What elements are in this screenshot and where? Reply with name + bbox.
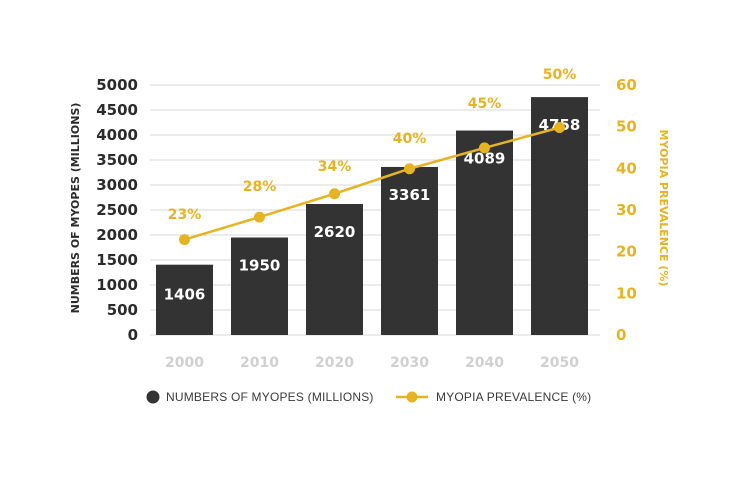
prevalence-line (179, 122, 565, 246)
bar-value-label: 1406 (164, 286, 206, 304)
legend-bar-swatch (146, 390, 160, 404)
x-tick-label: 2030 (390, 355, 429, 371)
bar-labels: 140619502620336140894758 (164, 116, 581, 304)
prevalence-point (554, 122, 565, 133)
prevalence-point (179, 234, 190, 246)
x-tick-label: 2000 (165, 355, 204, 371)
bars (156, 97, 588, 335)
left-axis-title: NUMBERS OF MYOPES (MILLIONS) (69, 103, 82, 314)
left-tick-label: 5000 (96, 76, 138, 94)
prevalence-value-label: 23% (168, 207, 202, 223)
left-tick-label: 2500 (96, 201, 138, 219)
left-tick-label: 3000 (96, 176, 138, 194)
right-tick-label: 30 (616, 201, 637, 219)
bar-value-label: 1950 (239, 257, 281, 275)
left-axis-ticks: 0 500 1000 1500 2000 2500 3000 3500 4000 4500 5000 (96, 76, 138, 344)
bar-value-label: 4089 (464, 150, 506, 168)
x-tick-label: 2050 (540, 355, 579, 371)
prevalence-polyline (184, 126, 560, 241)
legend-bar-label: NUMBERS OF MYOPES (MILLIONS) (166, 390, 374, 404)
x-tick-label: 2040 (465, 355, 504, 371)
left-tick-label: 4500 (96, 101, 138, 119)
prevalence-value-label: 34% (318, 159, 352, 175)
right-tick-label: 0 (616, 326, 626, 344)
x-tick-label: 2010 (240, 355, 279, 371)
gridlines (150, 84, 600, 336)
legend-line-marker (406, 391, 418, 403)
left-tick-label: 0 (128, 326, 138, 344)
bar (456, 130, 513, 335)
left-tick-label: 4000 (96, 126, 138, 144)
prevalence-value-label: 45% (468, 96, 502, 112)
prevalence-point (404, 163, 415, 175)
prevalence-value-label: 50% (543, 67, 577, 83)
left-tick-label: 1500 (96, 251, 138, 269)
right-tick-label: 60 (616, 76, 637, 94)
bar-value-label: 2620 (314, 223, 356, 241)
bar (381, 166, 438, 335)
x-tick-label: 2020 (315, 355, 354, 371)
prevalence-point (329, 188, 340, 200)
right-tick-label: 10 (616, 284, 637, 302)
bar (306, 204, 363, 335)
left-tick-label: 500 (107, 301, 138, 319)
right-axis-ticks: 0 10 20 30 40 50 60 (616, 76, 637, 344)
x-axis-ticks: 2000 2010 2020 2030 2040 2050 (165, 355, 579, 371)
left-tick-label: 2000 (96, 226, 138, 244)
prevalence-value-label: 28% (243, 179, 277, 195)
bar (231, 237, 288, 335)
right-axis-title: MYOPIA PREVALENCE (%) (657, 130, 670, 287)
right-tick-label: 40 (616, 159, 637, 177)
bar-value-label: 3361 (389, 186, 431, 204)
prevalence-value-label: 40% (393, 131, 427, 147)
left-tick-label: 1000 (96, 276, 138, 294)
left-tick-label: 3500 (96, 151, 138, 169)
right-tick-label: 50 (616, 118, 637, 136)
bar (156, 264, 213, 335)
right-tick-label: 20 (616, 243, 637, 261)
legend: NUMBERS OF MYOPES (MILLIONS) MYOPIA PREV… (146, 390, 591, 404)
prevalence-point (254, 211, 265, 223)
bar (531, 97, 588, 335)
legend-line-label: MYOPIA PREVALENCE (%) (436, 390, 591, 404)
prevalence-point (479, 142, 490, 154)
prevalence-labels: 23% 28% 34% 40% 45% 50% (168, 67, 577, 223)
